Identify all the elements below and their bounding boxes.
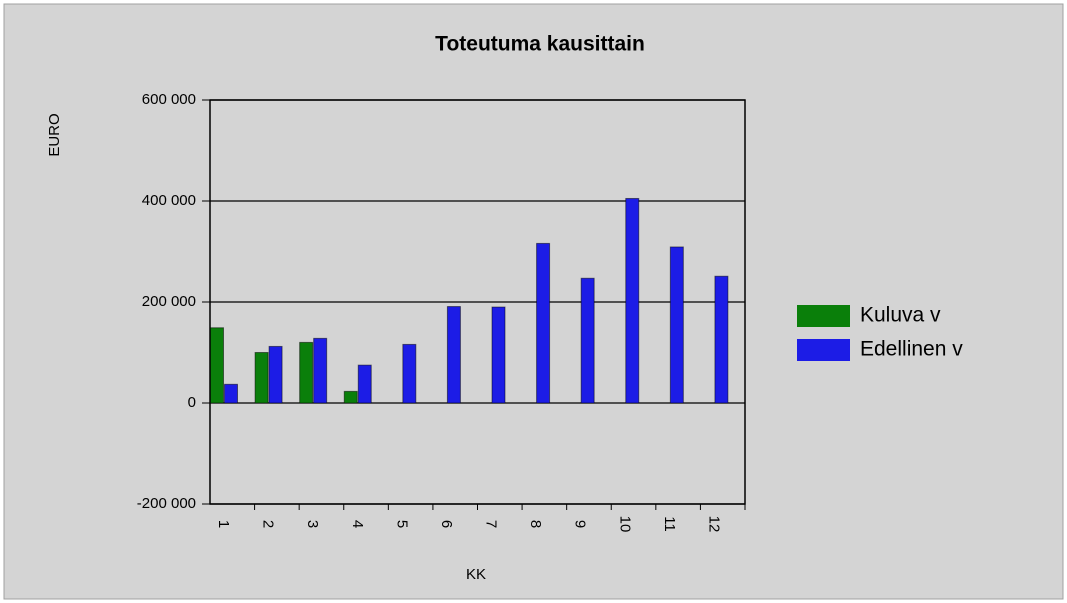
legend-label: Edellinen v [860, 338, 963, 361]
bar [268, 345, 283, 404]
legend-label: Kuluva v [860, 304, 941, 327]
y-tick-label: 400 000 [142, 192, 196, 209]
bar [299, 341, 314, 404]
bar [224, 383, 238, 404]
x-tick-label: 6 [438, 520, 455, 528]
y-tick-label: 600 000 [142, 91, 196, 108]
x-tick-label: 4 [349, 520, 366, 528]
y-axis-label: EURO [46, 113, 63, 156]
y-tick-label: -200 000 [137, 495, 196, 512]
bar [625, 197, 640, 404]
bar [357, 364, 372, 404]
bar [313, 337, 328, 404]
bar [210, 327, 224, 404]
x-tick-label: 8 [527, 520, 544, 528]
x-tick-label: 9 [572, 520, 589, 528]
legend-swatch [797, 339, 850, 361]
x-tick-label: 1 [215, 520, 232, 528]
x-tick-label: 3 [304, 520, 321, 528]
x-tick-label: 7 [483, 520, 500, 528]
bar [491, 306, 506, 404]
x-axis-label: KK [466, 566, 486, 583]
y-tick-label: 200 000 [142, 293, 196, 310]
bar [402, 343, 417, 404]
x-tick-label: 12 [705, 516, 722, 533]
bar [343, 390, 358, 404]
x-tick-label: 10 [616, 516, 633, 533]
x-tick-label: 5 [393, 520, 410, 528]
y-tick-label: 0 [188, 394, 196, 411]
bar [580, 277, 595, 404]
bar [714, 275, 729, 404]
bar [446, 306, 461, 404]
x-tick-label: 2 [260, 520, 277, 528]
legend-swatch [797, 305, 850, 327]
bar [536, 242, 551, 404]
x-tick-label: 11 [661, 516, 678, 532]
bar [669, 246, 684, 404]
bar [254, 352, 269, 404]
chart-title: Toteutuma kausittain [435, 33, 645, 56]
